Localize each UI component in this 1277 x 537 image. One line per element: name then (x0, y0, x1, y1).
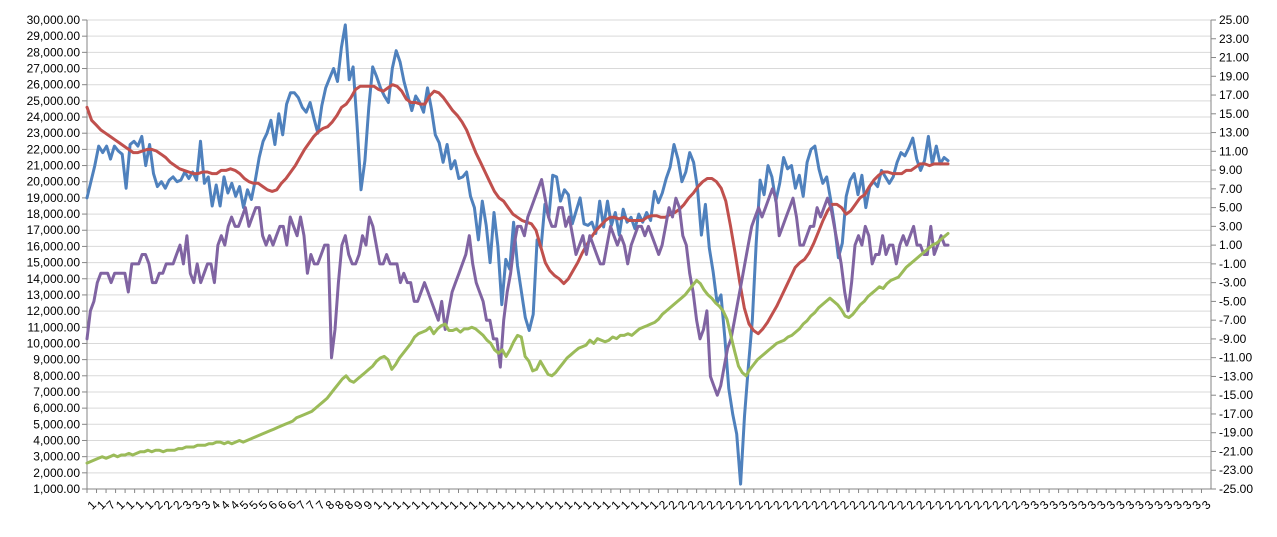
right-axis-tick-label: -19.00 (1219, 426, 1253, 440)
left-axis-tick-label: 10,000.00 (27, 336, 81, 350)
right-axis-tick-label: -17.00 (1219, 407, 1253, 421)
right-axis-tick-label: -7.00 (1219, 313, 1247, 327)
axes (82, 19, 1216, 493)
right-axis-tick-label: -9.00 (1219, 332, 1247, 346)
left-axis-tick-label: 2,000.00 (33, 466, 80, 480)
left-axis-tick-label: 27,000.00 (27, 62, 81, 76)
right-axis-tick-label: 13.00 (1219, 126, 1249, 140)
left-axis-tick-label: 22,000.00 (27, 142, 81, 156)
right-axis-tick-label: -21.00 (1219, 444, 1253, 458)
left-axis-tick-label: 23,000.00 (27, 126, 81, 140)
right-axis-tick-label: -15.00 (1219, 388, 1253, 402)
left-axis-tick-label: 30,000.00 (27, 13, 81, 27)
right-axis-tick-label: -5.00 (1219, 294, 1247, 308)
right-axis-tick-label: -13.00 (1219, 369, 1253, 383)
left-axis-tick-label: 29,000.00 (27, 29, 81, 43)
left-axis-tick-label: 12,000.00 (27, 304, 81, 318)
left-axis-tick-label: 16,000.00 (27, 239, 81, 253)
left-axis-tick-label: 26,000.00 (27, 78, 81, 92)
right-axis-tick-label: 15.00 (1219, 107, 1249, 121)
left-axis-tick-label: 17,000.00 (27, 223, 81, 237)
right-axis-tick-label: 23.00 (1219, 32, 1249, 46)
right-axis-tick-label: 7.00 (1219, 182, 1243, 196)
left-axis-tick-label: 7,000.00 (33, 385, 80, 399)
left-axis-tick-label: 18,000.00 (27, 207, 81, 221)
series-line-3 (85, 178, 950, 397)
left-axis-tick-label: 21,000.00 (27, 159, 81, 173)
right-axis-tick-label: 3.00 (1219, 219, 1243, 233)
x-axis-tick-labels: 1171111222333444555666777888991111111111… (84, 497, 1213, 512)
left-axis-tick-label: 14,000.00 (27, 272, 81, 286)
left-axis-tick-label: 20,000.00 (27, 175, 81, 189)
right-axis-tick-label: 17.00 (1219, 88, 1249, 102)
left-axis-tick-labels: 1,000.00 2,000.00 3,000.00 4,000.00 5,000.00… (27, 13, 81, 496)
left-axis-tick-label: 3,000.00 (33, 450, 80, 464)
right-axis-tick-labels: -25.00 -23.00 -21.00 -19.00 -17.00 -15.00 -13.… (1219, 13, 1253, 496)
series-line-4 (85, 232, 950, 465)
right-axis-tick-label: 5.00 (1219, 201, 1243, 215)
left-axis-tick-label: 24,000.00 (27, 110, 81, 124)
left-axis-tick-label: 19,000.00 (27, 191, 81, 205)
right-axis-tick-label: -25.00 (1219, 482, 1253, 496)
right-axis-tick-label: 21.00 (1219, 51, 1249, 65)
left-axis-tick-label: 28,000.00 (27, 45, 81, 59)
left-axis-tick-label: 8,000.00 (33, 369, 80, 383)
left-axis-tick-label: 11,000.00 (28, 320, 81, 334)
right-axis-tick-label: 1.00 (1219, 238, 1243, 252)
left-axis-tick-label: 5,000.00 (33, 417, 80, 431)
right-axis-tick-label: -11.00 (1219, 351, 1252, 365)
left-axis-tick-label: 1,000.00 (33, 482, 80, 496)
gridlines (87, 19, 1211, 490)
right-axis-tick-label: -23.00 (1219, 463, 1253, 477)
right-axis-tick-label: 19.00 (1219, 69, 1249, 83)
right-axis-tick-label: 11.00 (1219, 144, 1248, 158)
right-axis-tick-label: -3.00 (1219, 276, 1247, 290)
series-lines (85, 23, 950, 486)
left-axis-tick-label: 4,000.00 (33, 433, 80, 447)
series-line-2 (85, 83, 950, 336)
left-axis-tick-label: 13,000.00 (27, 288, 81, 302)
left-axis-tick-label: 25,000.00 (27, 94, 81, 108)
right-axis-tick-label: -1.00 (1219, 257, 1247, 271)
right-axis-tick-label: 25.00 (1219, 13, 1249, 27)
left-axis-tick-label: 15,000.00 (27, 256, 81, 270)
left-axis-tick-label: 6,000.00 (33, 401, 80, 415)
right-axis-tick-label: 9.00 (1219, 163, 1243, 177)
left-axis-tick-label: 9,000.00 (33, 353, 80, 367)
series-line-1 (85, 23, 950, 486)
